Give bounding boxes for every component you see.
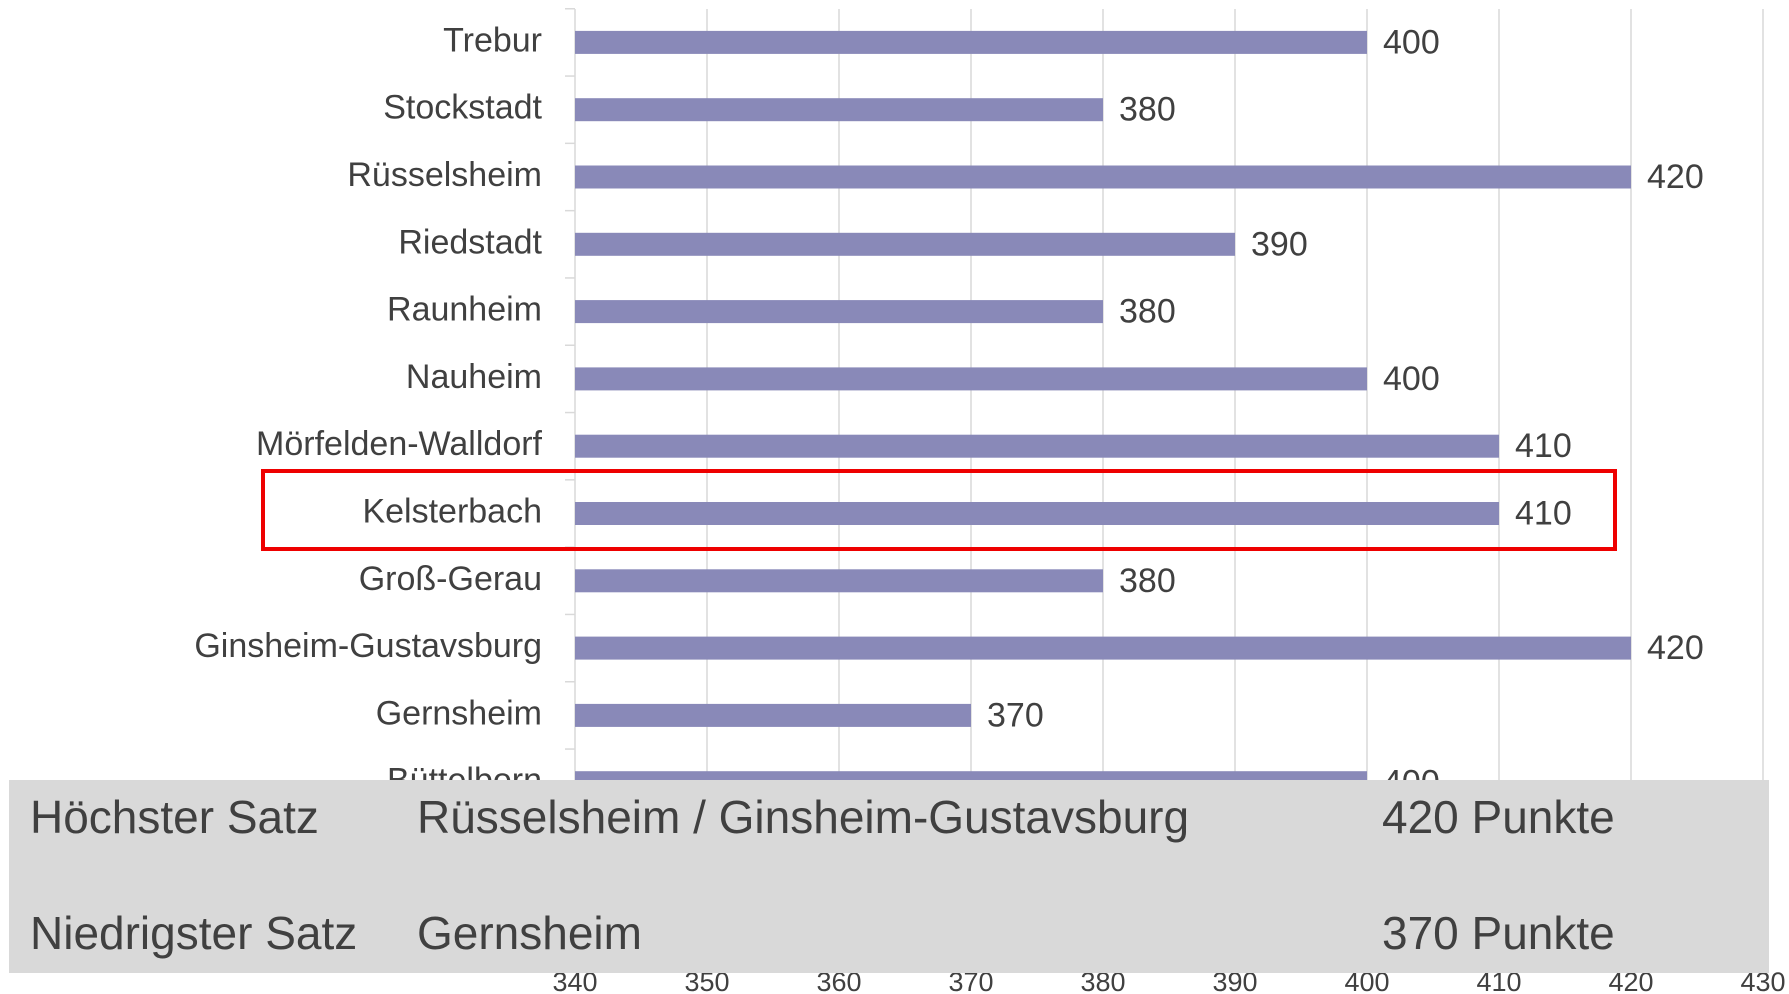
- bar: [575, 569, 1103, 593]
- category-label: Trebur: [443, 21, 542, 59]
- table-row: Höchster Satz Rüsselsheim / Ginsheim-Gust…: [9, 790, 1769, 850]
- table-cell: 420 Punkte: [1382, 791, 1615, 843]
- summary-table: Höchster Satz Rüsselsheim / Ginsheim-Gust…: [9, 780, 1769, 973]
- category-label: Raunheim: [387, 291, 542, 329]
- table-cell: Niedrigster Satz: [30, 907, 358, 959]
- bar: [575, 703, 971, 727]
- table-cell: Rüsselsheim / Ginsheim-Gustavsburg: [417, 791, 1190, 843]
- category-label: Mörfelden-Walldorf: [256, 425, 542, 463]
- bar: [575, 98, 1103, 122]
- category-label: Stockstadt: [383, 89, 542, 127]
- bar: [575, 367, 1367, 391]
- table-cell: Höchster Satz: [30, 791, 319, 843]
- bar: [575, 636, 1631, 660]
- category-label: Gernsheim: [376, 694, 542, 732]
- category-label: Rüsselsheim: [347, 156, 542, 194]
- category-label: Ginsheim-Gustavsburg: [194, 627, 542, 665]
- bar: [575, 434, 1499, 458]
- value-label: 380: [1119, 91, 1176, 129]
- bar: [575, 165, 1631, 189]
- bar: [575, 502, 1499, 525]
- bar: [575, 30, 1367, 54]
- table-cell: Gernsheim: [417, 907, 642, 959]
- value-label: 420: [1647, 158, 1704, 196]
- category-label: Kelsterbach: [362, 492, 542, 530]
- value-label: 370: [987, 696, 1044, 734]
- value-label: 380: [1119, 293, 1176, 331]
- value-label: 420: [1647, 629, 1704, 667]
- value-label: 400: [1383, 360, 1440, 398]
- value-label: 390: [1251, 225, 1308, 263]
- bar: [575, 300, 1103, 324]
- table-row: Niedrigster Satz Gernsheim 370 Punkte: [9, 906, 1769, 966]
- value-label: 400: [1383, 23, 1440, 61]
- value-label: 380: [1119, 562, 1176, 600]
- category-label: Groß-Gerau: [359, 560, 542, 598]
- highlight-box: [261, 469, 1617, 551]
- category-label: Nauheim: [406, 358, 542, 396]
- table-cell: 370 Punkte: [1382, 907, 1615, 959]
- bar: [575, 232, 1235, 256]
- value-label: 410: [1515, 494, 1572, 532]
- category-label: Riedstadt: [398, 223, 542, 261]
- value-label: 410: [1515, 427, 1572, 465]
